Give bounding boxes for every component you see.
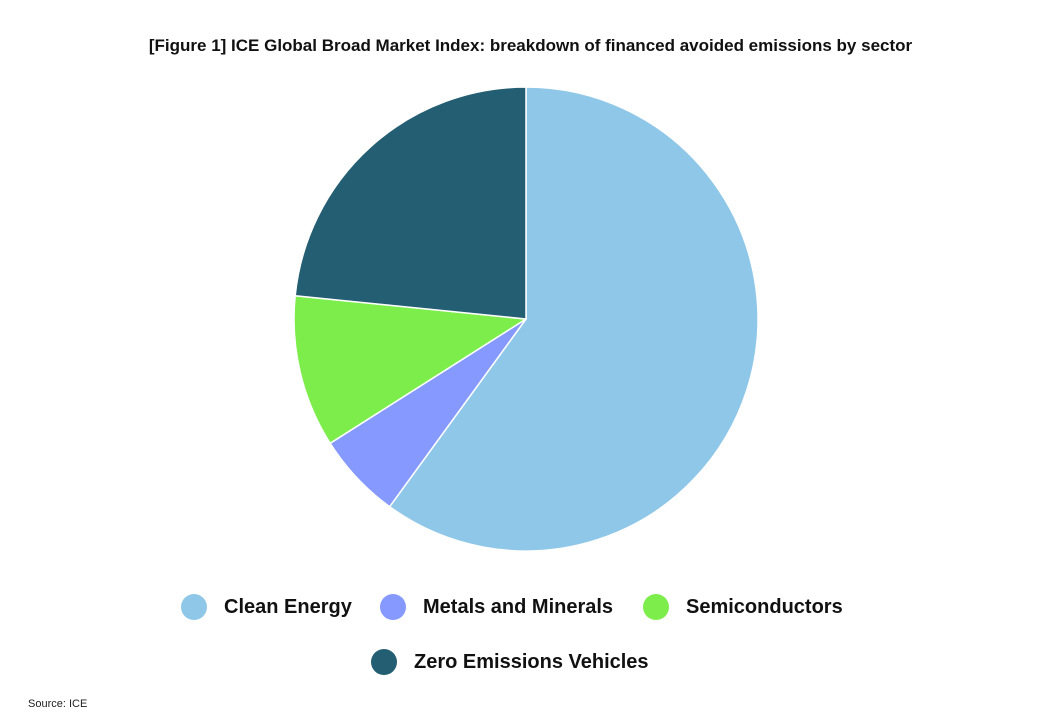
legend-swatch-zero-emissions-vehicles — [371, 649, 397, 675]
legend-label-zero-emissions-vehicles: Zero Emissions Vehicles — [414, 650, 649, 673]
pie-slice-semiconductors — [293, 294, 527, 445]
legend-label-metals-and-minerals: Metals and Minerals — [423, 595, 614, 618]
legend-swatch-metals-and-minerals — [380, 594, 406, 620]
pie-slice-clean-energy — [388, 86, 759, 552]
legend-label-clean-energy: Clean Energy — [224, 595, 352, 618]
legend-label-semiconductors: Semiconductors — [686, 595, 843, 618]
pie-slice-zero-emissions-vehicles — [294, 86, 527, 320]
pie-chart — [293, 86, 759, 552]
pie-slices — [293, 86, 759, 552]
legend-item-zero-emissions-vehicles: Zero Emissions Vehicles — [371, 647, 649, 677]
chart-title: [Figure 1] ICE Global Broad Market Index… — [148, 36, 913, 55]
legend-item-clean-energy: Clean Energy — [181, 592, 352, 622]
legend-item-metals-and-minerals: Metals and Minerals — [380, 592, 613, 622]
legend-swatch-semiconductors — [643, 594, 669, 620]
legend-swatch-clean-energy — [181, 594, 207, 620]
legend-item-semiconductors: Semiconductors — [643, 592, 843, 622]
source-note: Source: ICE — [28, 698, 88, 710]
